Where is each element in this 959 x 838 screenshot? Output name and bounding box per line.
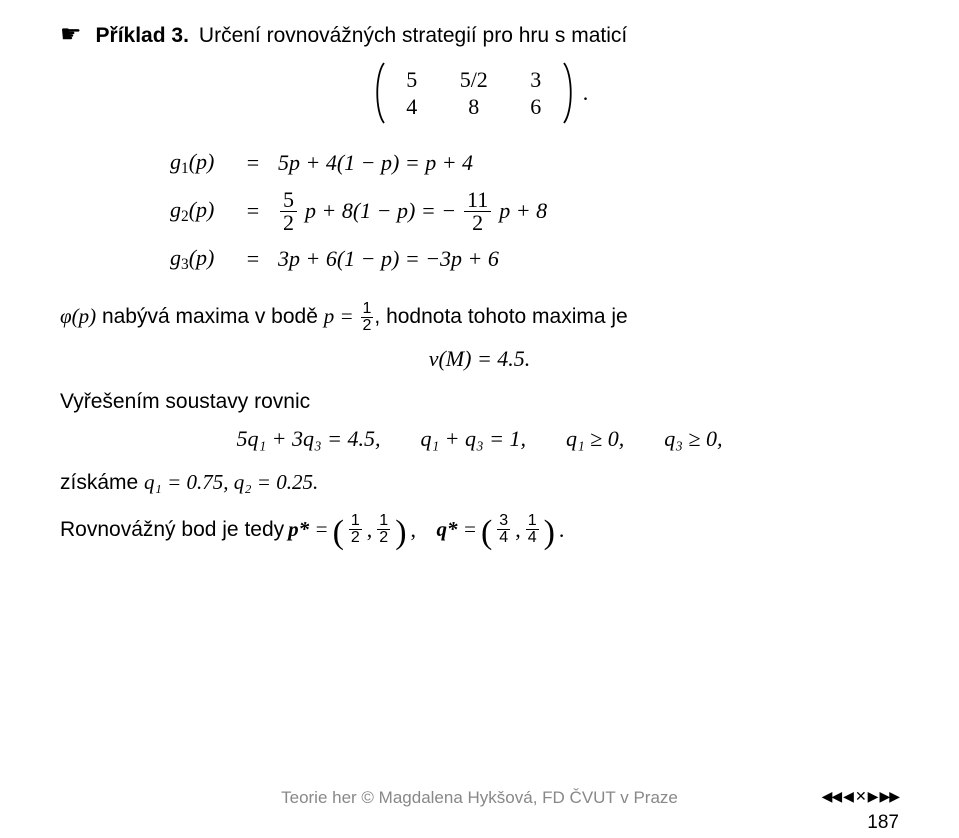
frac-den: 2 bbox=[469, 212, 486, 234]
g-sym: g bbox=[170, 149, 181, 174]
nav-first-icon[interactable]: ◀◀ bbox=[822, 789, 842, 806]
frac-5-2: 5 2 bbox=[280, 189, 297, 234]
phi-peq: p = bbox=[324, 304, 354, 328]
phi-text2: , hodnota tohoto maxima je bbox=[374, 305, 627, 328]
equilibrium-paragraph: Rovnovážný bod je tedy p* = ( 1 2 , 1 2 … bbox=[60, 513, 899, 546]
frac-den: 2 bbox=[361, 318, 374, 334]
page-number: 187 bbox=[867, 812, 899, 834]
vM-expr: v(M) = 4.5. bbox=[429, 346, 531, 372]
frac-num: 1 bbox=[349, 513, 362, 530]
frac-q2: 1 4 bbox=[526, 513, 539, 546]
solve-text: Vyřešením soustavy rovnic bbox=[60, 390, 310, 413]
q-star: q* = bbox=[437, 517, 477, 542]
g3-line: g3(p) = 3p + 6(1 − p) = −3p + 6 bbox=[170, 235, 899, 283]
p-star: p* = bbox=[288, 517, 328, 542]
frac-num: 11 bbox=[464, 189, 491, 212]
pointing-hand-icon: ☛ bbox=[60, 20, 82, 49]
q-eq-mid: q₁ + q₃ = 1, bbox=[421, 426, 527, 452]
obtain-text: získáme bbox=[60, 471, 144, 494]
g3-rhs: 3p + 6(1 − p) = −3p + 6 bbox=[278, 246, 499, 272]
matrix-cell: 6 bbox=[517, 93, 555, 121]
nav-prev-icon[interactable]: ◀ bbox=[843, 789, 853, 806]
page-nav: ◀◀ ◀ ✕ ▶ ▶▶ bbox=[822, 789, 899, 806]
frac-num: 1 bbox=[361, 301, 374, 318]
matrix-cell: 5 bbox=[393, 66, 431, 94]
phi-paragraph: φ(p) nabývá maxima v bodě p = 1 2 , hodn… bbox=[60, 301, 899, 334]
g-sub: 1 bbox=[181, 159, 189, 176]
matrix-body: 5 5/2 3 4 8 6 bbox=[393, 66, 555, 121]
footer-text: Teorie her © Magdalena Hykšová, FD ČVUT … bbox=[0, 788, 959, 808]
g-sym: g bbox=[170, 245, 181, 270]
example-heading: ☛ Příklad 3. Určení rovnovážných strateg… bbox=[60, 20, 899, 49]
frac-q1: 3 4 bbox=[497, 513, 510, 546]
g-sub: 2 bbox=[181, 207, 189, 224]
q-constraints: 5q₁ + 3q₃ = 4.5, q₁ + q₃ = 1, q₁ ≥ 0, q₃… bbox=[60, 426, 899, 452]
heading-bold: Příklad 3. bbox=[96, 24, 189, 48]
g-sym: g bbox=[170, 197, 181, 222]
matrix-cell: 5/2 bbox=[455, 66, 493, 94]
matrix-row: 4 8 6 bbox=[393, 93, 555, 121]
frac-den: 4 bbox=[497, 530, 510, 546]
g-arg: p bbox=[196, 245, 207, 270]
phi-expr: φ(p) bbox=[60, 304, 96, 328]
frac-p2: 1 2 bbox=[377, 513, 390, 546]
q-eq-c2: q₃ ≥ 0, bbox=[664, 426, 722, 452]
g2-tail: p + 8 bbox=[499, 198, 547, 224]
frac-den: 4 bbox=[526, 530, 539, 546]
matrix-cell: 8 bbox=[455, 93, 493, 121]
frac-num: 3 bbox=[497, 513, 510, 530]
frac-num: 1 bbox=[377, 513, 390, 530]
frac-den: 2 bbox=[280, 212, 297, 234]
matrix-cell: 3 bbox=[517, 66, 555, 94]
nav-next-icon[interactable]: ▶ bbox=[868, 789, 878, 806]
g-arg: p bbox=[196, 149, 207, 174]
g-equations: g1(p) = 5p + 4(1 − p) = p + 4 g2(p) = 5 … bbox=[170, 139, 899, 283]
right-paren-icon bbox=[561, 61, 577, 125]
matrix-cell: 4 bbox=[393, 93, 431, 121]
g2-line: g2(p) = 5 2 p + 8(1 − p) = − 11 2 p + 8 bbox=[170, 187, 899, 235]
g1-rhs: 5p + 4(1 − p) = p + 4 bbox=[278, 150, 473, 176]
frac-p1: 1 2 bbox=[349, 513, 362, 546]
g1-line: g1(p) = 5p + 4(1 − p) = p + 4 bbox=[170, 139, 899, 187]
frac-den: 2 bbox=[349, 530, 362, 546]
matrix-period: . bbox=[583, 80, 589, 106]
nav-last-icon[interactable]: ▶▶ bbox=[879, 789, 899, 806]
obtain-math: q₁ = 0.75, q₂ = 0.25. bbox=[144, 470, 318, 494]
phi-text1: nabývá maxima v bodě bbox=[96, 305, 324, 328]
frac-1-2: 1 2 bbox=[361, 301, 374, 334]
g-sub: 3 bbox=[181, 255, 189, 272]
q-eq-left: 5q₁ + 3q₃ = 4.5, bbox=[237, 426, 381, 452]
solve-paragraph: Vyřešením soustavy rovnic bbox=[60, 390, 899, 414]
vM-equation: v(M) = 4.5. bbox=[60, 346, 899, 372]
eqpoint-text: Rovnovážný bod je tedy bbox=[60, 518, 284, 542]
nav-close-icon[interactable]: ✕ bbox=[855, 789, 866, 806]
frac-num: 5 bbox=[280, 189, 297, 212]
payoff-matrix: 5 5/2 3 4 8 6 . bbox=[60, 61, 899, 125]
frac-num: 1 bbox=[526, 513, 539, 530]
matrix-row: 5 5/2 3 bbox=[393, 66, 555, 94]
g-arg: p bbox=[196, 197, 207, 222]
heading-rest: Určení rovnovážných strategií pro hru s … bbox=[199, 24, 627, 48]
obtain-paragraph: získáme q₁ = 0.75, q₂ = 0.25. bbox=[60, 470, 899, 495]
left-paren-icon bbox=[371, 61, 387, 125]
g2-mid: p + 8(1 − p) = − bbox=[305, 198, 456, 224]
frac-den: 2 bbox=[377, 530, 390, 546]
q-eq-c1: q₁ ≥ 0, bbox=[566, 426, 624, 452]
frac-11-2: 11 2 bbox=[464, 189, 491, 234]
